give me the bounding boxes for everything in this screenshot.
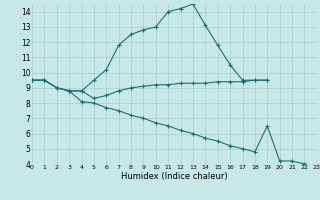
X-axis label: Humidex (Indice chaleur): Humidex (Indice chaleur): [121, 172, 228, 181]
